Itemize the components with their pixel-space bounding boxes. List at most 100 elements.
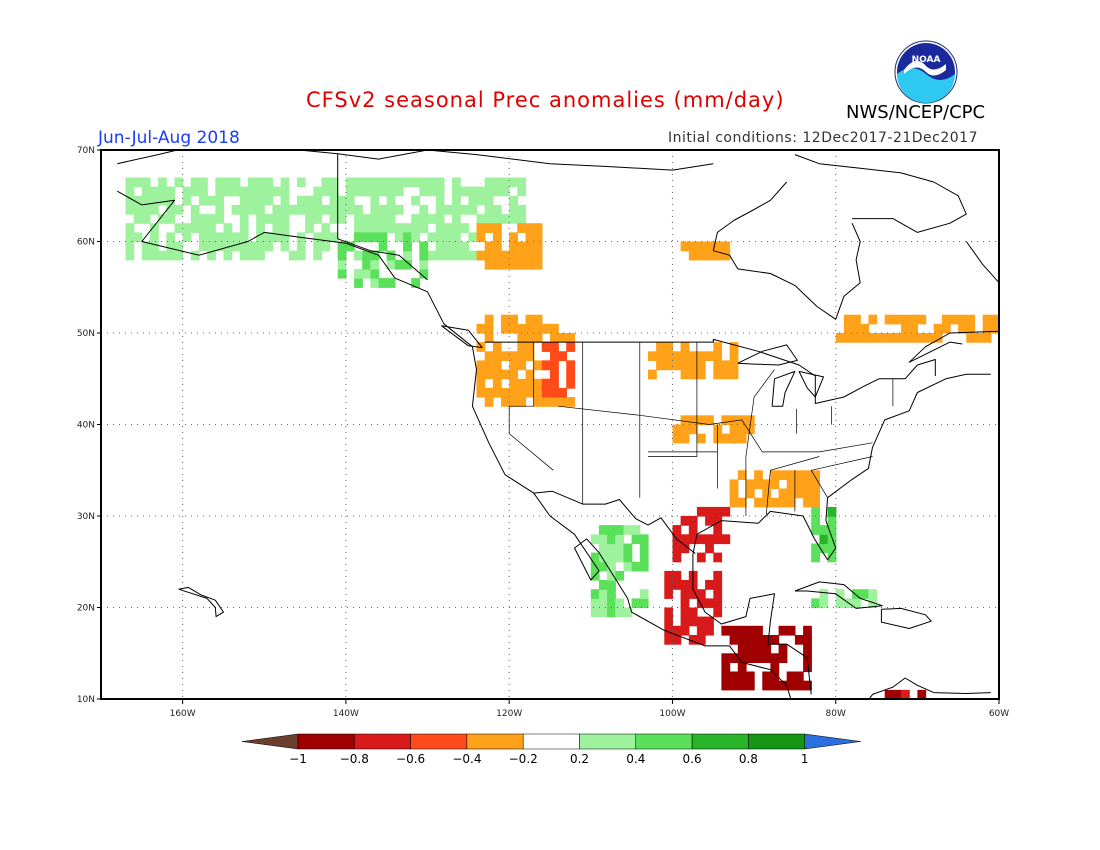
anomaly-cell-alaska-north-slope	[264, 214, 274, 224]
graticule-grid	[101, 150, 999, 699]
colorbar-bin	[410, 733, 468, 750]
anomaly-cell-mexico-west-coast	[590, 552, 600, 563]
anomaly-cell-southeast-alaska	[378, 241, 388, 252]
anomaly-cell-central-america	[721, 671, 731, 682]
anomaly-cell-mexico-west-coast	[599, 525, 608, 535]
state-border	[558, 405, 873, 453]
anomaly-cell-central-america	[794, 680, 804, 691]
anomaly-cell-alaska-north-slope	[280, 204, 290, 215]
anomaly-cell-pacific-northwest	[484, 360, 494, 371]
anomaly-cell-alaska-north-slope	[182, 223, 192, 233]
anomaly-cell-central-america	[721, 662, 731, 673]
anomaly-cell-alaska-north-slope	[329, 214, 339, 224]
anomaly-cell-texas-gulf	[680, 534, 690, 545]
anomaly-cell-alaska-north-slope	[239, 241, 249, 252]
anomaly-cell-pacific-northwest	[501, 369, 510, 380]
anomaly-cell-alaska-north-slope	[452, 177, 461, 188]
anomaly-cell-alaska-north-slope	[182, 195, 192, 206]
anomaly-cell-southeast-us	[811, 497, 820, 508]
colorbar-tick-label: 0.4	[626, 752, 645, 766]
anomaly-cell-pacific-northwest	[476, 378, 486, 389]
anomaly-cell-southeast-us	[786, 470, 796, 480]
anomaly-cell-alaska-north-slope	[125, 232, 135, 243]
west-coast	[117, 190, 792, 699]
anomaly-cell-mexico-east	[672, 580, 682, 590]
anomaly-cell-texas-gulf	[705, 543, 714, 554]
anomaly-cell-northern-plains	[672, 360, 682, 371]
noaa-logo-text: NOAA	[912, 55, 941, 65]
anomaly-cell-pacific-northwest	[476, 360, 486, 371]
anomaly-cell-southeast-alaska	[394, 232, 404, 243]
anomaly-cell-southeast-alaska	[354, 268, 363, 279]
canada-us-border	[484, 338, 936, 404]
anomaly-cell-alaska-north-slope	[296, 241, 306, 252]
anomaly-cell-southeast-us	[811, 488, 820, 499]
anomaly-cell-alaska-north-slope	[452, 223, 461, 233]
anomaly-cell-alaska-north-slope	[427, 186, 437, 197]
hispaniola	[880, 607, 932, 629]
anomaly-cell-northern-plains	[680, 342, 690, 352]
anomaly-cell-alaska-north-slope	[476, 186, 486, 197]
anomaly-cell-central-america	[786, 625, 796, 636]
anomaly-cell-mexico-west-coast	[615, 552, 625, 563]
anomaly-cell-florida	[827, 525, 837, 535]
anomaly-cell-alaska-north-slope	[492, 186, 502, 197]
anomaly-cell-yukon	[517, 250, 527, 261]
anomaly-cell-southeast-us	[737, 497, 747, 508]
anomaly-cell-mexico-west-coast	[615, 543, 625, 554]
anomaly-cell-alaska-north-slope	[207, 214, 216, 224]
anomaly-cell-alaska-north-slope	[239, 204, 249, 215]
anomaly-cell-northern-plains	[696, 369, 706, 380]
anomaly-cell-alaska-north-slope	[313, 195, 323, 206]
anomaly-cell-quebec	[933, 323, 943, 334]
anomaly-cell-texas-gulf	[680, 516, 690, 526]
anomaly-cell-alaska-north-slope	[215, 186, 225, 197]
anomaly-cell-alaska-north-slope	[239, 250, 249, 261]
anomaly-cell-mexico-west-coast	[639, 534, 649, 545]
lat-label: 40N	[77, 421, 95, 431]
anomaly-cell-alaska-north-slope	[280, 195, 290, 206]
anomaly-cell-northern-plains	[721, 369, 731, 380]
lat-label: 60N	[77, 238, 95, 248]
anomaly-cell-missouri-region	[688, 424, 698, 435]
newfoundland	[1003, 319, 1059, 363]
anomaly-cell-alaska-north-slope	[435, 204, 445, 215]
season-label: Jun-Jul-Aug 2018	[98, 128, 240, 148]
lat-label: 70N	[77, 146, 95, 156]
anomaly-cell-alaska-north-slope	[370, 204, 380, 215]
anomaly-cell-pacific-northwest	[525, 333, 535, 343]
south-america	[868, 677, 991, 699]
anomaly-cell-mexico-east	[688, 616, 698, 627]
anomaly-cell-missouri-region	[721, 415, 731, 426]
anomaly-cell-northern-plains	[729, 360, 739, 371]
anomaly-cell-missouri-region	[737, 433, 747, 444]
anomaly-cell-alaska-north-slope	[305, 204, 314, 215]
anomaly-cell-alaska-north-slope	[223, 177, 233, 188]
anomaly-cell-alaska-north-slope	[215, 232, 225, 243]
anomaly-cell-northern-plains	[705, 351, 714, 361]
colorbar-tick-label: 1	[801, 752, 809, 766]
great-lakes-michigan	[771, 370, 796, 407]
anomaly-cell-alaska-north-slope	[411, 195, 420, 206]
anomaly-cell-alaska-north-slope	[272, 204, 282, 215]
anomaly-cell-alaska-north-slope	[370, 195, 380, 206]
anomaly-cell-pacific-northwest	[509, 351, 518, 361]
anomaly-cell-alaska-north-slope	[150, 195, 159, 206]
anomaly-cell-alaska-north-slope	[321, 232, 331, 243]
anomaly-cell-idaho-montana	[566, 369, 576, 380]
anomaly-cell-mexico-east	[680, 616, 690, 627]
anomaly-cell-alaska-north-slope	[215, 177, 225, 188]
colorbar-tick-label: −1	[289, 752, 307, 766]
anomaly-cell-alaska-north-slope	[133, 195, 143, 206]
anomaly-cell-alaska-north-slope	[215, 214, 225, 224]
lat-label: 20N	[77, 604, 95, 614]
anomaly-cell-pacific-northwest	[484, 314, 494, 325]
anomaly-cell-alaska-north-slope	[362, 223, 371, 233]
anomaly-cell-northern-plains	[729, 351, 739, 361]
anomaly-cell-southeast-alaska	[370, 268, 380, 279]
anomaly-cell-alaska-north-slope	[239, 214, 249, 224]
state-border	[745, 369, 775, 516]
anomaly-cell-alaska-north-slope	[354, 223, 363, 233]
anomaly-cell-alaska-north-slope	[280, 232, 290, 243]
anomaly-cell-alaska-north-slope	[256, 232, 265, 243]
